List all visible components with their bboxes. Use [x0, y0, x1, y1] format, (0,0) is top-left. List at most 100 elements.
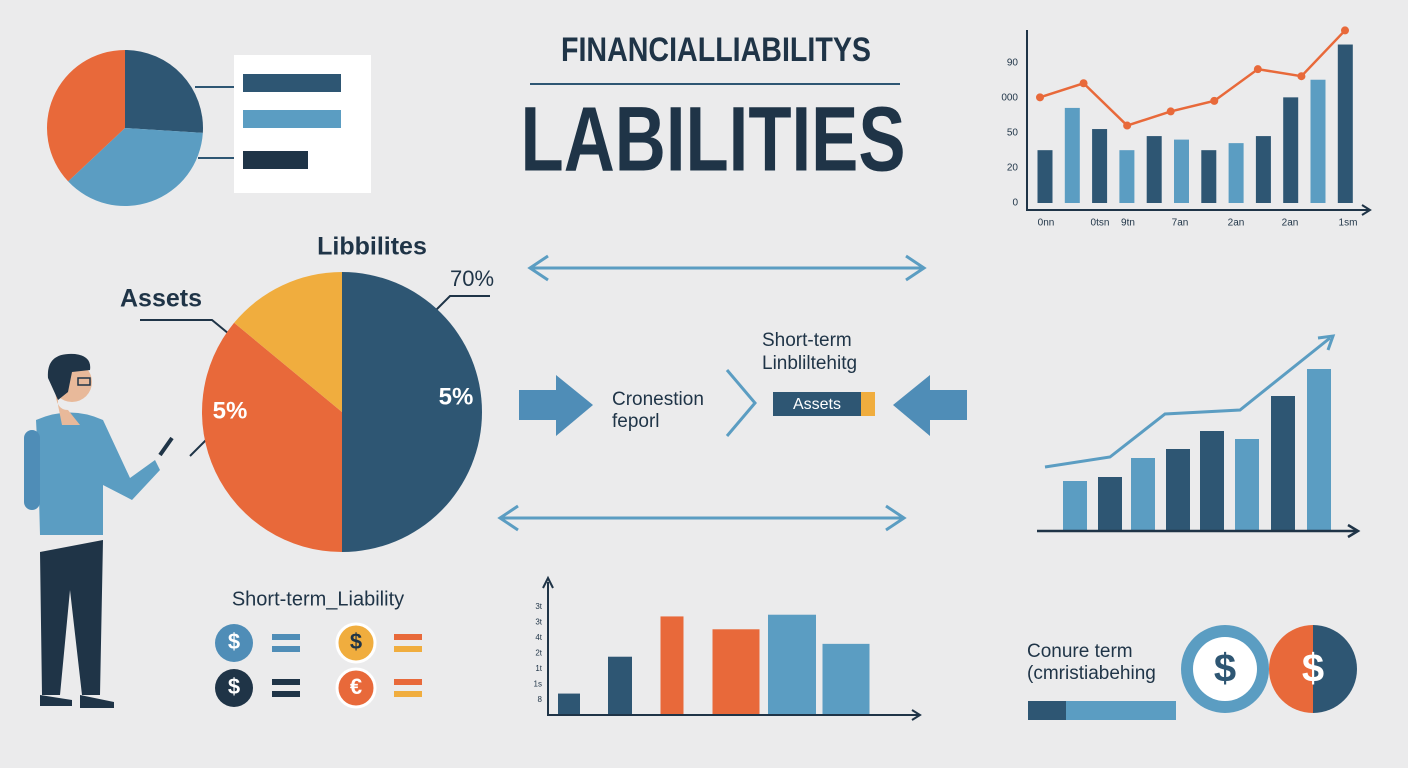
y-tick-label: 8 [538, 695, 543, 704]
axis-arrow [542, 575, 922, 721]
bar [608, 656, 632, 715]
badge [773, 392, 861, 416]
footer-text: Conure term [1027, 641, 1133, 662]
bar [1131, 458, 1155, 531]
bar [1200, 431, 1224, 531]
bar [1283, 97, 1299, 203]
line-point [1166, 107, 1175, 116]
flow-text: Linbliltehitg [762, 353, 857, 374]
bar [1166, 449, 1190, 531]
x-tick-label: 9tn [1121, 218, 1135, 229]
coin [215, 624, 253, 662]
axis [1026, 30, 1368, 211]
pie-slice [234, 272, 342, 412]
bar [712, 629, 760, 715]
line-point [1079, 79, 1088, 88]
coin-bar [272, 691, 300, 697]
bar [1119, 150, 1135, 203]
pie-title: Libbilites [317, 233, 427, 261]
badge-accent [861, 392, 875, 416]
x-tick-label: 2an [1228, 218, 1245, 229]
legend-bar [243, 110, 341, 128]
bar [1307, 369, 1331, 531]
pie-slice [68, 128, 203, 207]
y-tick-label: 50 [1007, 128, 1019, 139]
bar [1201, 150, 1217, 203]
bar [822, 643, 870, 715]
x-tick-label: 0nn [1038, 218, 1055, 229]
pie-value: 5% [439, 383, 474, 410]
progress [1028, 701, 1066, 720]
big-coin [1269, 625, 1313, 713]
y-tick-label: 2t [535, 649, 542, 658]
bar [1146, 136, 1162, 203]
coin-symbol: $ [1302, 647, 1324, 691]
coin-symbol: $ [228, 629, 240, 654]
trend-line [1044, 336, 1331, 469]
bar [1092, 129, 1108, 203]
person [24, 353, 174, 708]
flow-text: Cronestion [612, 389, 704, 410]
bar [660, 616, 684, 715]
y-tick-label: 3t [535, 618, 542, 627]
flow-text: feporl [612, 411, 660, 432]
axis-arrow [1361, 204, 1372, 216]
big-coin [1193, 637, 1257, 701]
coin-bar [272, 646, 300, 652]
bar [1337, 44, 1353, 203]
bar [1174, 139, 1189, 203]
line-point [1341, 26, 1349, 35]
bar [1063, 481, 1087, 531]
y-tick-label: 3t [535, 602, 542, 611]
bar [1255, 136, 1271, 203]
line [1039, 29, 1346, 127]
flow-text: Short-term [762, 330, 852, 351]
legend-bar [243, 151, 308, 169]
coin-symbol: $ [350, 629, 362, 654]
kicker: FINANCIALLIABILITYS [561, 31, 871, 69]
coin [335, 622, 377, 664]
axis [547, 582, 918, 716]
coin-bar [394, 691, 422, 697]
y-tick-label: 0 [1012, 198, 1018, 209]
line-point [1123, 121, 1132, 130]
y-tick-label: 90 [1007, 58, 1019, 69]
x-tick-label: 1sm [1339, 218, 1358, 229]
y-tick-label: 20 [1007, 163, 1019, 174]
coin-symbol: $ [1214, 647, 1236, 691]
pie-label: 70% [450, 266, 494, 291]
pie-label: Assets [120, 285, 202, 313]
big-coin [1313, 625, 1357, 713]
bar [1037, 150, 1053, 203]
line-point [1297, 72, 1306, 81]
legend-bar [243, 74, 341, 92]
badge-label: Assets [793, 396, 841, 413]
coin-bar [272, 634, 300, 640]
bar [1098, 477, 1122, 531]
footer-text: (cmristiabehing [1027, 663, 1156, 684]
coin [335, 667, 377, 709]
line-point [1036, 93, 1044, 102]
pie-slice [342, 272, 482, 552]
y-tick-label: 1t [535, 664, 542, 673]
double-arrow [497, 254, 927, 532]
y-tick-label: 4t [535, 633, 542, 642]
coin-symbol: € [350, 674, 362, 699]
pie-slice [201, 322, 342, 552]
bar [768, 614, 816, 715]
y-tick-label: 000 [1001, 93, 1018, 104]
progress [1066, 701, 1176, 720]
bar [1228, 143, 1244, 203]
axis-arrow [1347, 523, 1361, 539]
coin-bar [394, 634, 422, 640]
bar [1271, 396, 1295, 531]
coin-bar [272, 679, 300, 685]
bar [1064, 107, 1080, 203]
legend-title: Short-term_Liability [232, 588, 404, 610]
title: LABILITIES [521, 88, 906, 190]
x-tick-label: 0tsn [1091, 218, 1110, 229]
pie-slice [125, 50, 203, 133]
arrow-left [893, 375, 967, 436]
